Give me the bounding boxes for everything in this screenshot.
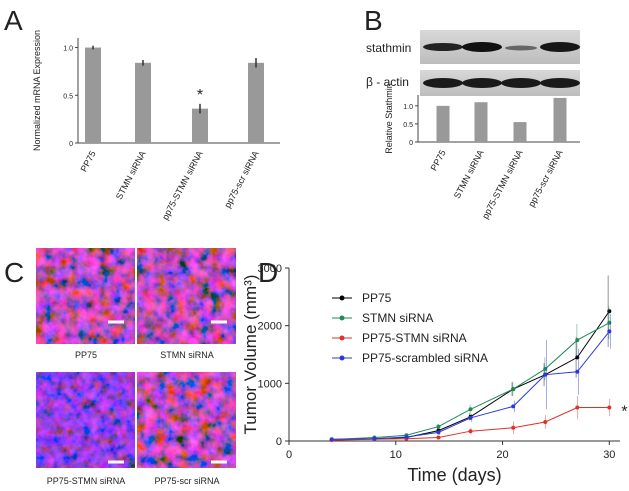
y-tick-label: 0.5 [403,122,413,129]
series-line [331,331,610,440]
bar [553,97,567,142]
panel-label: D [258,257,278,288]
image-label: PP75-scr siRNA [154,476,219,486]
x-tick-label: 20 [496,449,508,461]
micrographs [36,248,236,468]
bar [513,122,527,142]
data-point [575,405,580,410]
data-point [607,405,612,410]
annotation: * [621,404,627,421]
x-axis-label: Time (days) [407,465,501,485]
image-label: STMN siRNA [160,350,214,360]
data-point [511,387,516,392]
x-tick-label: pp75-scr siRNA [222,149,260,209]
data-point [575,338,580,343]
panel-label: C [4,257,24,288]
data-point [543,372,548,377]
series-line [331,407,610,441]
data-point [511,425,516,430]
x-tick-label: pp75-STMN siRNA [480,148,525,220]
bar [248,62,264,144]
bar [85,47,101,143]
data-point [607,329,612,334]
y-tick-label: 3000 [258,263,282,275]
y-axis-label: Relative Stathmin [384,83,394,154]
data-point [511,404,516,409]
x-tick-label: pp75-STMN siRNA [160,149,205,221]
data-point [436,430,441,435]
y-tick-label: 0 [69,141,73,148]
western-blot [420,30,580,96]
y-tick-label: 0 [276,436,282,448]
x-tick-label: 0 [286,449,292,461]
y-tick-label: 2000 [258,321,282,333]
y-tick-label: 1.0 [63,46,73,53]
data-point [372,436,377,441]
x-tick-label: 10 [390,449,402,461]
legend-marker [339,315,345,321]
legend-label: PP75 [362,291,392,305]
legend-marker [339,355,345,361]
data-point [575,369,580,374]
bar [474,102,488,142]
x-tick-label: 30 [603,449,615,461]
x-tick-label: PP75 [429,148,448,172]
x-tick-label: STMN siRNA [114,149,148,201]
y-tick-label: 0.5 [63,93,73,100]
data-point [436,435,441,440]
blot-label: β - actin [366,75,409,89]
legend-marker [339,295,345,301]
bar [192,108,208,143]
image-label: PP75-STMN siRNA [47,476,126,486]
data-point [607,309,612,314]
data-point [436,424,441,429]
legend-label: PP75-STMN siRNA [362,331,467,345]
y-axis-label: Tumor Volume (mm³) [241,275,260,435]
x-tick-label: STMN siRNA [452,148,486,200]
data-point [543,419,548,424]
legend-label: PP75-scrambled siRNA [362,351,488,365]
bar [436,105,450,142]
legend-label: STMN siRNA [362,311,433,325]
data-point [468,407,473,412]
data-point [468,415,473,420]
y-tick-label: 1000 [258,378,282,390]
x-tick-label: PP75 [79,149,98,173]
image-label: PP75 [75,350,97,360]
legend-marker [339,335,345,341]
panel-label: B [364,5,383,36]
data-point [468,429,473,434]
x-tick-label: pp75-scr siRNA [526,148,564,208]
y-tick-label: 0 [409,140,413,147]
bar [135,62,151,144]
data-point [404,434,409,439]
data-point [329,437,334,442]
panel-label: A [4,5,23,36]
y-axis-label: Normalized mRNA Expression [32,30,42,151]
y-tick-label: 1.0 [403,104,413,111]
blot-label: stathmin [366,41,411,55]
annotation: * [197,87,203,104]
